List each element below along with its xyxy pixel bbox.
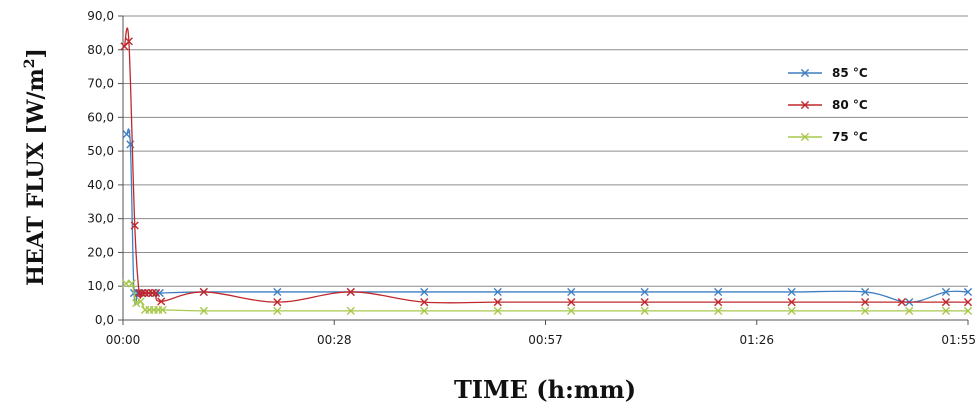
x-axis-title: TIME (h:mm) [454,375,636,404]
data-point [151,288,161,298]
data-point [140,288,150,298]
legend-swatch-marker [800,132,810,142]
data-point [963,298,973,307]
data-point [714,306,723,315]
data-point [567,306,576,315]
x-tick-label: 01:55 [941,333,976,347]
data-point [963,306,973,315]
data-point [124,37,133,46]
legend-swatch-marker [800,100,810,110]
y-tick-label: 60,0 [87,110,114,124]
data-point [897,298,906,307]
legend-label: 85 °C [832,66,868,80]
legend: 85 °C 80 °C 75 °C [788,66,868,144]
x-tick-label: 00:00 [106,333,141,347]
data-point [199,287,208,297]
y-tick-labels: 0,0 10,0 20,0 30,0 40,0 50,0 60,0 70,0 80,0 90,0 [87,9,114,327]
y-axis-title-close: ] [23,48,49,58]
data-point [714,298,723,307]
y-tick-label: 40,0 [87,178,114,192]
series-line [125,281,968,312]
data-point [420,287,429,297]
data-point [787,287,796,297]
data-point [144,288,153,298]
axes [122,16,969,325]
legend-item: 75 °C [788,130,868,144]
data-point [346,287,355,297]
legend-swatch-marker [800,68,810,78]
data-point [122,130,131,139]
legend-label: 75 °C [832,130,868,144]
series-2 [120,27,973,307]
data-point [567,298,576,307]
y-axis-title-superscript: 2 [22,58,38,68]
data-point [420,306,429,315]
data-point [157,297,166,306]
data-point [567,287,576,297]
y-tick-label: 50,0 [87,144,114,158]
data-point [787,306,796,315]
data-point [138,288,147,298]
gridlines [118,15,968,321]
series-1 [122,128,973,307]
data-point [132,299,141,308]
y-tick-label: 10,0 [87,279,114,293]
data-point [963,287,973,297]
series-line [126,128,969,306]
y-tick-label: 0,0 [95,313,114,327]
data-point [346,306,355,315]
data-point [136,297,145,306]
x-tick-label: 01:26 [739,333,774,347]
legend-label: 80 °C [832,98,868,112]
data-point [273,306,282,315]
y-tick-label: 30,0 [87,212,114,226]
series-lines [120,27,973,315]
data-point [640,298,649,307]
legend-item: 80 °C [788,98,868,112]
data-point [130,221,139,230]
data-point [640,306,649,315]
data-point [941,306,951,315]
data-point [127,279,136,288]
x-tick-labels: 00:00 00:28 00:57 01:26 01:55 [106,333,976,347]
data-point [135,288,144,298]
data-point [640,287,649,297]
data-point [273,287,282,297]
y-tick-label: 90,0 [87,9,114,23]
data-point [787,298,796,307]
data-point [155,288,164,298]
data-point [941,298,951,307]
x-tick-label: 00:28 [317,333,352,347]
y-tick-label: 20,0 [87,245,114,259]
y-tick-label: 70,0 [87,77,114,91]
y-axis-title: HEAT FLUX [W/m2] [22,48,49,286]
data-point [148,288,157,298]
data-point [861,306,870,315]
data-point [493,306,502,315]
data-point [273,298,282,307]
data-point [158,305,167,314]
data-point [199,306,208,315]
data-point [861,287,870,297]
data-point [905,306,914,315]
data-point [420,298,429,307]
data-point [121,279,131,288]
data-point [493,298,502,307]
data-point [941,287,951,297]
y-tick-label: 80,0 [87,43,114,57]
data-point [493,287,502,297]
series-3 [121,279,973,315]
data-point [861,298,870,307]
data-point [714,287,723,297]
x-tick-label: 00:57 [528,333,563,347]
legend-item: 85 °C [788,66,868,80]
y-axis-title-main: HEAT FLUX [W/m [23,68,49,286]
